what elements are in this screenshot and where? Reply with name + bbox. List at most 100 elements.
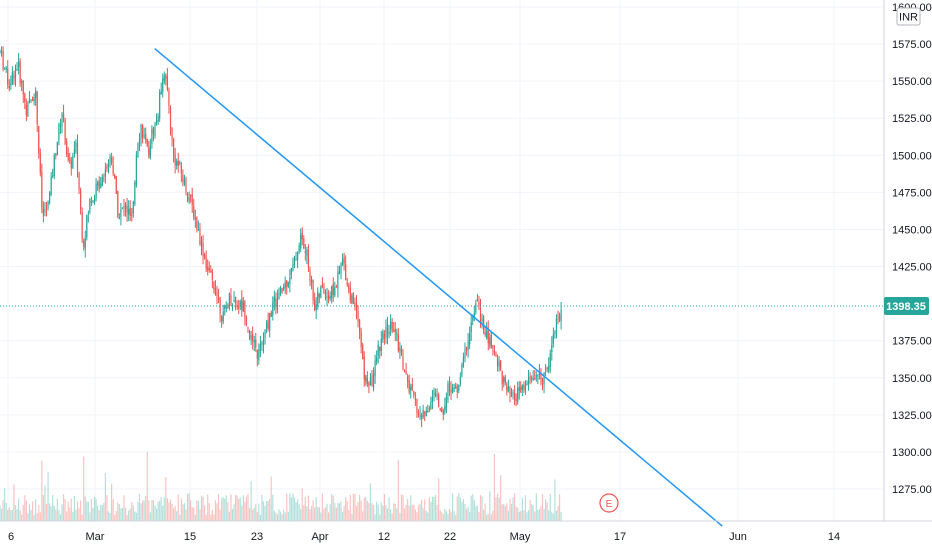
candle-body bbox=[27, 102, 29, 117]
volume-bar bbox=[541, 494, 544, 521]
candle-body bbox=[154, 123, 156, 136]
candle-body bbox=[2, 50, 4, 70]
candle-body bbox=[59, 125, 62, 127]
volume-bar bbox=[490, 514, 492, 521]
earnings-marker-circle[interactable] bbox=[599, 493, 619, 513]
volume-bar bbox=[70, 498, 72, 521]
volume-bar bbox=[433, 496, 435, 521]
candle-body bbox=[310, 279, 313, 283]
candle-body bbox=[340, 263, 342, 274]
date-tick-label: Jun bbox=[729, 531, 747, 543]
volume-bar bbox=[345, 497, 347, 521]
volume-bar bbox=[414, 509, 416, 521]
candle-body bbox=[179, 161, 181, 165]
candle-body bbox=[517, 388, 519, 403]
candle-body bbox=[109, 156, 111, 163]
candle-body bbox=[55, 154, 57, 156]
candle-body bbox=[38, 126, 40, 154]
candle-body bbox=[131, 214, 133, 216]
candle-body bbox=[372, 373, 375, 390]
candle-body bbox=[267, 319, 269, 329]
volume-bar bbox=[481, 496, 483, 521]
volume-bar bbox=[391, 513, 393, 521]
candle-body bbox=[465, 347, 468, 351]
candle-body bbox=[411, 384, 413, 390]
volume-bar bbox=[2, 500, 4, 521]
volume-bar bbox=[543, 508, 545, 521]
candle-body bbox=[332, 283, 334, 295]
candle-body bbox=[531, 378, 533, 380]
candle-body bbox=[410, 386, 412, 391]
volume-bar bbox=[35, 499, 37, 521]
volume-bar bbox=[427, 512, 429, 521]
candle-body bbox=[239, 300, 241, 307]
candle-body bbox=[493, 350, 496, 353]
candle-body bbox=[545, 368, 547, 370]
candle-body bbox=[314, 299, 316, 311]
volume-bar bbox=[0, 508, 3, 521]
candle-body bbox=[548, 365, 550, 372]
candle-body bbox=[534, 377, 536, 380]
date-tick-label: 6 bbox=[8, 531, 14, 543]
volume-bar bbox=[363, 497, 365, 521]
volume-bar bbox=[421, 499, 423, 521]
candle-body bbox=[183, 179, 186, 185]
volume-bar bbox=[211, 509, 213, 521]
candle-body bbox=[230, 295, 232, 304]
volume-bar bbox=[403, 508, 406, 521]
candle-body bbox=[331, 286, 333, 299]
candle-body bbox=[19, 61, 21, 84]
volume-bar bbox=[486, 514, 488, 521]
volume-bar bbox=[371, 503, 373, 521]
date-tick-label: May bbox=[510, 531, 531, 543]
candle-body bbox=[307, 250, 310, 268]
candle-body bbox=[255, 339, 257, 348]
volume-bar bbox=[24, 495, 26, 521]
volume-bar bbox=[145, 495, 147, 521]
volume-bar bbox=[506, 503, 508, 521]
price-axis[interactable]: 1600.001575.001550.001525.001500.001475.… bbox=[892, 2, 932, 496]
volume-bar bbox=[558, 494, 561, 521]
currency-badge[interactable]: INR bbox=[896, 7, 921, 26]
candle-body bbox=[241, 298, 243, 311]
candle-body bbox=[476, 299, 478, 301]
date-axis[interactable]: 6 Mar 15 23 Apr 12 22 May 17 Jun 14 bbox=[8, 531, 840, 543]
candle-body bbox=[120, 209, 122, 217]
candle-body bbox=[279, 287, 282, 294]
candle-body bbox=[25, 104, 27, 116]
volume-bar bbox=[349, 494, 351, 521]
candle-body bbox=[496, 358, 499, 366]
candle-body bbox=[95, 184, 97, 199]
volume-bar bbox=[383, 494, 385, 521]
candle-body bbox=[83, 241, 85, 247]
candle-body bbox=[149, 145, 151, 159]
volume-bar bbox=[538, 509, 540, 521]
candle-body bbox=[407, 376, 409, 382]
volume-bar bbox=[146, 451, 148, 521]
volume-bar bbox=[219, 509, 221, 521]
candle-body bbox=[61, 114, 63, 127]
candle-body bbox=[551, 344, 553, 353]
candle-body bbox=[41, 171, 43, 207]
volume-bar bbox=[261, 494, 263, 521]
volume-bar bbox=[200, 495, 203, 521]
candle-body bbox=[320, 286, 322, 297]
candle-body bbox=[484, 331, 486, 336]
candle-body bbox=[225, 306, 227, 308]
candle-body bbox=[557, 315, 559, 317]
candle-body bbox=[417, 412, 420, 415]
candle-body bbox=[492, 345, 494, 349]
earnings-marker[interactable]: E bbox=[599, 493, 619, 513]
volume-bar bbox=[469, 512, 471, 521]
volume-bar bbox=[276, 514, 279, 521]
volume-bar bbox=[341, 512, 344, 521]
candle-body bbox=[318, 294, 320, 298]
volume-bar bbox=[438, 478, 440, 521]
volume-bar bbox=[489, 491, 491, 521]
volume-bar bbox=[335, 507, 337, 521]
volume-bar bbox=[216, 503, 218, 521]
candle-body bbox=[163, 76, 165, 81]
candle-body bbox=[510, 392, 513, 397]
candle-body bbox=[529, 376, 531, 379]
candle-body bbox=[501, 370, 503, 384]
